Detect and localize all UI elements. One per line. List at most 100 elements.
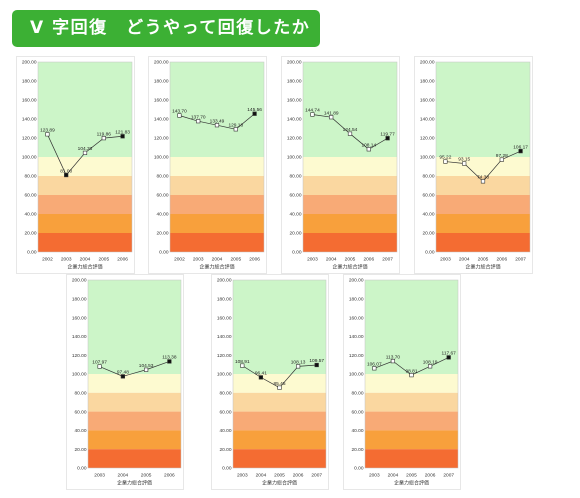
band-80-100 [88,374,181,393]
plot-area [87,279,182,469]
band-0-20 [88,449,181,468]
data-point [97,364,102,369]
chart-6: 0.00 20.00 40.00 60.00 80.00 100.00 120.00 140.… [211,274,329,490]
y-tick-label: 0.00 [77,466,87,472]
y-tick-label: 20.00 [289,231,301,237]
y-tick-label: 0.00 [292,250,302,256]
y-tick-label: 100.00 [217,372,232,378]
data-label: 141.89 [324,110,339,116]
data-label: 106.07 [367,361,382,367]
y-tick-label: 20.00 [422,231,434,237]
x-tick-label: 2004 [256,473,267,479]
y-tick-label: 120.00 [154,136,169,142]
y-tick-label: 120.00 [349,353,364,359]
y-tick-label: 180.00 [420,79,435,85]
x-tick-label: 2005 [274,473,285,479]
data-point [385,136,390,141]
x-tick-label: 2006 [293,473,304,479]
band-100-200 [170,62,264,157]
x-tick-label: 2003 [61,257,72,263]
y-tick-label: 140.00 [349,334,364,340]
x-tick-label: 2003 [440,257,451,263]
y-tick-label: 160.00 [420,98,435,104]
data-point [45,132,50,137]
band-0-20 [365,449,458,468]
y-tick-label: 60.00 [24,193,36,199]
data-point [177,113,182,118]
data-label: 137.70 [191,114,206,120]
data-label: 123.89 [40,128,55,134]
band-80-100 [38,157,132,176]
y-tick-label: 20.00 [24,231,36,237]
y-tick-label: 80.00 [351,391,363,397]
y-tick-label: 140.00 [287,117,302,123]
x-axis-label: 企業力総合評価 [262,480,297,487]
y-tick-label: 40.00 [219,428,231,434]
x-tick-label: 2006 [425,473,436,479]
y-tick-label: 140.00 [420,117,435,123]
y-tick-label: 200.00 [154,60,169,66]
data-point [310,112,315,117]
y-tick-label: 180.00 [154,79,169,85]
data-point [390,359,396,364]
y-tick-label: 0.00 [159,250,169,256]
band-60-80 [365,392,458,412]
data-point [446,355,451,360]
band-40-60 [303,195,397,214]
data-point [372,366,377,371]
y-tick-label: 120.00 [217,353,232,359]
band-100-200 [88,280,181,374]
plot-area [232,279,327,469]
x-tick-label: 2005 [141,473,152,479]
band-20-40 [303,214,397,233]
y-tick-label: 40.00 [74,428,86,434]
x-tick-label: 2007 [382,257,393,263]
y-tick-label: 100.00 [154,155,169,161]
x-tick-label: 2006 [117,257,128,263]
data-label: 124.54 [343,127,358,133]
band-80-100 [303,157,397,176]
y-tick-label: 200.00 [287,60,302,66]
data-point [314,362,319,368]
x-tick-label: 2007 [515,257,526,263]
y-tick-label: 20.00 [156,231,168,237]
page-title: V 字回復 どうやって回復したか [30,18,311,38]
data-label: 104.53 [139,363,154,369]
band-0-20 [233,449,326,468]
data-label: 85.45 [273,381,285,387]
y-tick-label: 180.00 [72,297,87,303]
x-tick-label: 2005 [406,473,417,479]
data-label: 108.19 [423,360,438,366]
x-tick-label: 2003 [193,257,204,263]
y-tick-label: 100.00 [287,155,302,161]
data-label: 144.74 [305,108,320,114]
band-80-100 [365,374,458,393]
x-tick-label: 2006 [363,257,374,263]
data-label: 93.15 [458,157,470,163]
y-tick-label: 60.00 [289,193,301,199]
data-point [499,157,504,162]
band-40-60 [365,411,458,431]
y-tick-label: 140.00 [154,117,169,123]
data-label: 143.70 [172,109,187,115]
y-tick-label: 100.00 [420,155,435,161]
series-line [99,361,170,377]
data-point [462,161,467,166]
data-point [214,123,220,128]
data-label: 109.57 [309,358,324,364]
x-tick-label: 2003 [369,473,380,479]
data-label: 96.41 [255,371,267,377]
y-tick-label: 200.00 [349,278,364,284]
plot-area [435,61,531,253]
band-0-20 [38,233,132,252]
y-tick-label: 180.00 [287,79,302,85]
band-100-200 [365,280,458,374]
data-point [167,359,172,364]
data-point [64,172,69,178]
chart-5: 0.00 20.00 40.00 60.00 80.00 100.00 120.00 140.… [66,274,184,490]
y-tick-label: 180.00 [22,79,37,85]
data-label: 106.17 [513,144,528,150]
x-tick-label: 2006 [249,257,260,263]
x-tick-label: 2004 [118,473,129,479]
y-tick-label: 0.00 [425,250,435,256]
